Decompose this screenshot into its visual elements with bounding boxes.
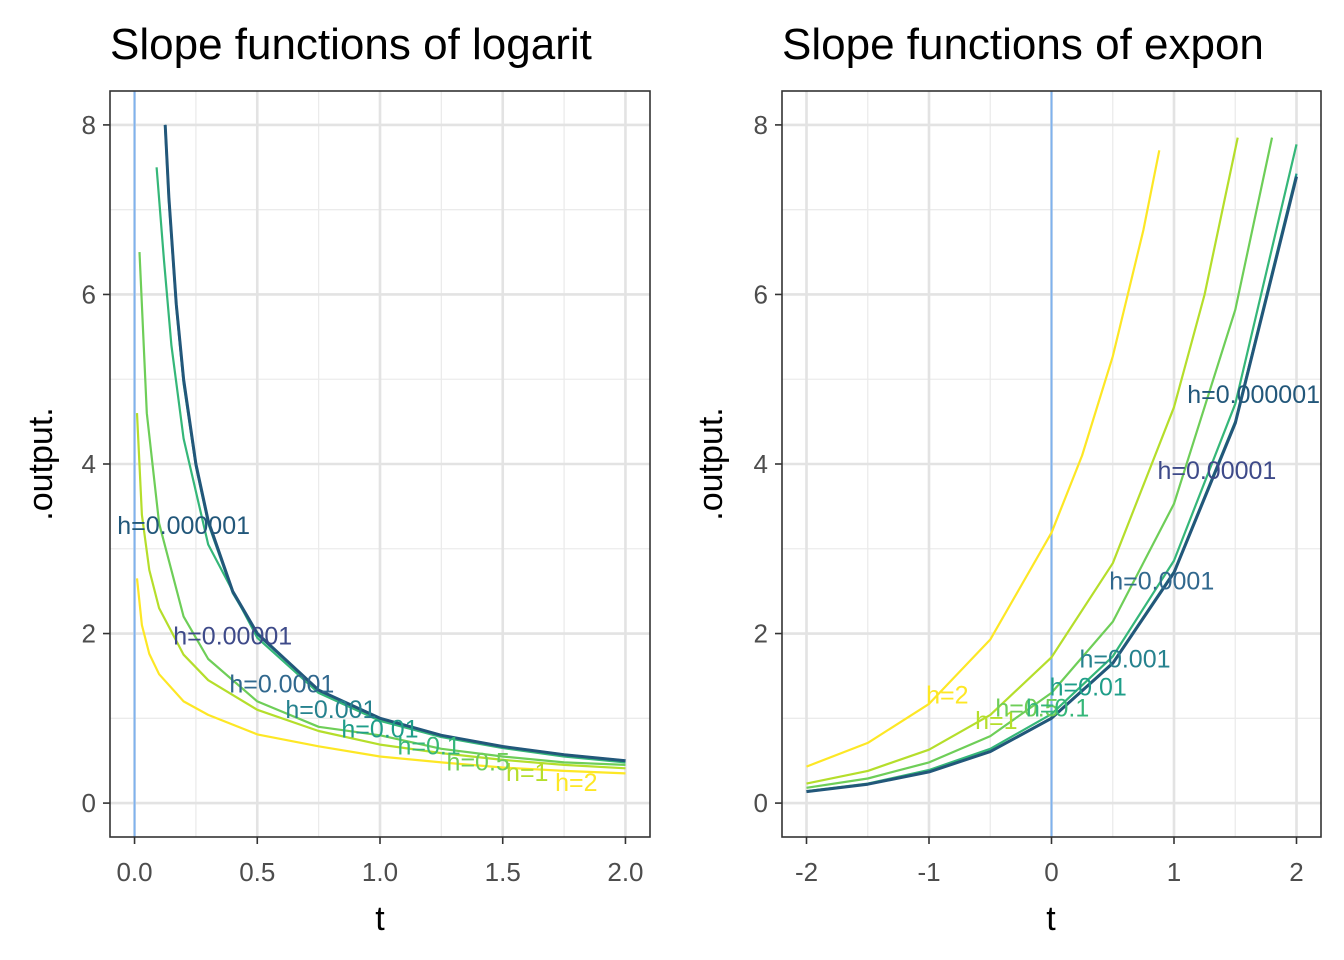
series-label: h=0.5 [995,694,1058,722]
chart-title: Slope functions of expon [782,20,1264,69]
series-line [138,252,626,766]
y-tick-label: 2 [754,619,768,649]
x-tick-label: 2.0 [607,857,643,887]
x-tick-label: 1.5 [485,857,521,887]
x-tick-label: 2 [1289,857,1303,887]
panel-exp: Slope functions of expon h=2h=1h=0.5h=0.… [692,20,1322,938]
series-label: h=0.00001 [173,622,292,650]
series-label: h=0.5 [447,749,510,777]
y-axis-title: .output. [692,407,730,520]
series-label: h=0.0001 [1109,567,1214,595]
x-tick-label: 1 [1167,857,1181,887]
series-label: h=0.0001 [229,671,334,699]
series-line [135,578,626,775]
y-tick-label: 8 [754,110,768,140]
x-tick-label: 0.0 [116,857,152,887]
series-label: h=0.01 [341,716,418,744]
series-line [155,167,626,764]
chart-title: Slope functions of logarit [110,20,592,69]
series-line [806,176,1298,794]
series-line [806,150,1161,768]
series-label: h=0.1 [397,733,460,761]
series-label: h=1 [975,707,1017,735]
series-label: h=0.001 [285,696,376,724]
y-tick-label: 0 [754,788,768,818]
series-label: h=0.000001 [1187,381,1320,409]
series-line [135,413,626,770]
y-tick-label: 4 [754,449,768,479]
y-axis-title: .output. [22,407,60,520]
y-tick-label: 4 [82,449,96,479]
series-label: h=0.000001 [117,512,250,540]
series-label: h=2 [926,682,968,710]
series-line [806,137,1274,789]
panel-log: Slope functions of logarit h=2h=1h=0.5h=… [22,20,651,938]
plot-area: h=2h=1h=0.5h=0.1h=0.01h=0.001 h=0.0001 h=0… [754,90,1322,887]
series-label: h=2 [555,769,597,797]
x-tick-label: 1.0 [362,857,398,887]
x-tick-label: 0.5 [239,857,275,887]
series-label: h=0.1 [1026,694,1089,722]
y-tick-label: 0 [82,788,96,818]
x-tick-label: -2 [795,857,818,887]
series-line [163,124,626,763]
x-tick-label: -1 [917,857,940,887]
x-axis-title: t [375,900,385,938]
y-tick-label: 6 [754,279,768,309]
series-label: h=0.00001 [1157,457,1276,485]
y-tick-label: 2 [82,619,96,649]
x-tick-label: 0 [1044,857,1058,887]
series-label: h=0.01 [1050,673,1127,701]
series-label: h=1 [506,759,548,787]
x-axis-title: t [1046,900,1056,938]
series-line [806,137,1239,785]
series-label: h=0.001 [1079,645,1170,673]
y-tick-label: 8 [82,110,96,140]
y-tick-label: 6 [82,279,96,309]
